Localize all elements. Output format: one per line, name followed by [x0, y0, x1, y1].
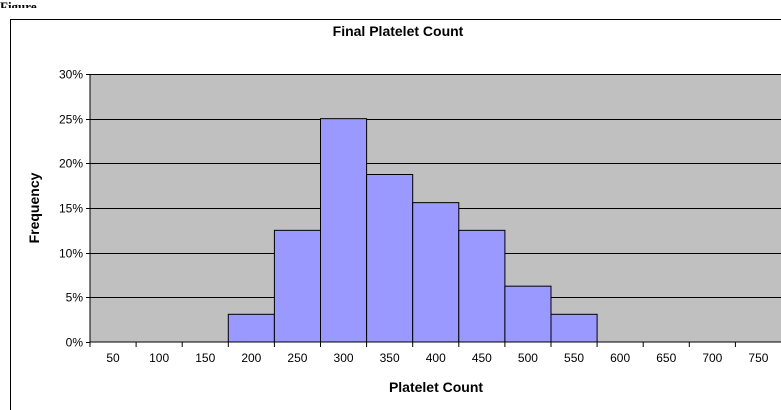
y-axis-ticks: 0% 5% 10% 15% 20% 25% 30%	[59, 68, 90, 350]
x-tick-label-500: 500	[518, 351, 538, 365]
x-tick-label-100: 100	[149, 351, 169, 365]
y-tick-label: 25%	[59, 113, 83, 127]
y-tick-label: 5%	[66, 291, 84, 305]
bar-500	[504, 285, 552, 343]
x-axis-label: Platelet Count	[389, 379, 483, 395]
x-tick-label-150: 150	[195, 351, 215, 365]
bar-350	[366, 174, 414, 343]
bar-200	[227, 313, 275, 343]
y-tick-label: 15%	[59, 202, 83, 216]
x-tick-label-550: 550	[564, 351, 584, 365]
x-tick-label-600: 600	[610, 351, 630, 365]
bar-400	[412, 202, 460, 343]
x-tick-label-650: 650	[656, 351, 676, 365]
bars	[227, 118, 598, 343]
x-axis-ticks: 50 100 150 200 250 300 350 400 450 500 550 600 650 70…	[89, 342, 769, 365]
y-tick-label: 0%	[66, 336, 84, 350]
chart-title: Final Platelet Count	[333, 23, 464, 39]
x-tick-label-400: 400	[426, 351, 446, 365]
x-tick-label-200: 200	[241, 351, 261, 365]
x-tick-label-50: 50	[106, 351, 120, 365]
x-tick-label-250: 250	[287, 351, 307, 365]
y-tick-label: 30%	[59, 68, 83, 82]
y-tick-label: 10%	[59, 247, 83, 261]
bar-550	[550, 313, 598, 343]
bar-250	[273, 229, 321, 343]
x-tick-label-750: 750	[748, 351, 768, 365]
figure-caption: Figure	[0, 0, 37, 8]
x-tick-label-350: 350	[380, 351, 400, 365]
bar-300	[320, 118, 368, 343]
y-axis-label: Frequency	[26, 172, 42, 243]
x-tick-label-450: 450	[472, 351, 492, 365]
x-tick-label-700: 700	[702, 351, 722, 365]
bar-450	[458, 229, 506, 343]
y-tick-label: 20%	[59, 157, 83, 171]
x-tick-label-300: 300	[334, 351, 354, 365]
